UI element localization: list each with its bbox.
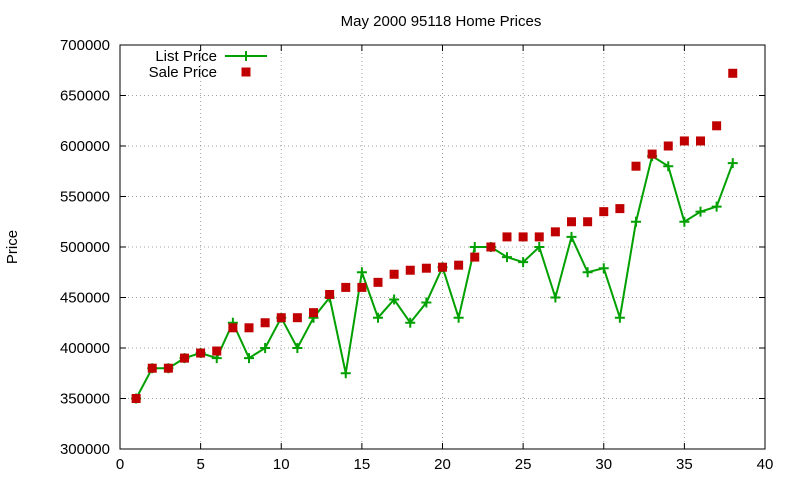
data-point bbox=[389, 294, 400, 305]
data-point bbox=[405, 317, 416, 328]
x-tick-label: 20 bbox=[434, 456, 451, 473]
series-sale-price bbox=[131, 68, 738, 403]
data-point bbox=[244, 353, 254, 364]
x-tick-label: 30 bbox=[595, 456, 612, 473]
data-point bbox=[502, 232, 512, 242]
data-point bbox=[518, 257, 529, 268]
data-point bbox=[631, 161, 641, 171]
x-tick-label: 10 bbox=[273, 456, 290, 473]
data-point bbox=[615, 204, 625, 214]
x-tick-label: 0 bbox=[116, 456, 124, 473]
data-point bbox=[309, 308, 318, 318]
grid bbox=[120, 45, 765, 449]
data-point bbox=[695, 206, 706, 217]
data-point bbox=[696, 136, 705, 146]
chart-title: May 2000 95118 Home Prices bbox=[341, 13, 542, 30]
y-tick-label: 500000 bbox=[60, 239, 110, 256]
data-point bbox=[147, 363, 157, 373]
data-point bbox=[325, 289, 335, 299]
data-point bbox=[583, 217, 593, 227]
y-tick-label: 600000 bbox=[60, 138, 110, 155]
data-point bbox=[599, 207, 609, 217]
legend-label: Sale Price bbox=[149, 64, 217, 81]
legend-marker bbox=[241, 67, 251, 77]
data-point bbox=[180, 353, 189, 363]
data-point bbox=[582, 267, 593, 278]
data-point bbox=[486, 242, 496, 252]
y-axis-label: Price bbox=[4, 230, 21, 264]
data-point bbox=[260, 343, 271, 353]
data-point bbox=[631, 216, 641, 227]
data-point bbox=[276, 313, 286, 323]
data-point bbox=[663, 141, 673, 151]
data-point bbox=[727, 158, 738, 169]
x-tick-label: 35 bbox=[676, 456, 693, 473]
data-point bbox=[598, 263, 609, 274]
data-point bbox=[679, 216, 690, 227]
x-tick-label: 5 bbox=[196, 456, 204, 473]
data-point bbox=[453, 312, 464, 323]
series-layer bbox=[131, 68, 738, 404]
data-point bbox=[614, 312, 625, 323]
data-point bbox=[663, 161, 674, 172]
axis-ticks: 300000 350000 400000 450000 500000 550000 6000… bbox=[60, 37, 773, 473]
data-point bbox=[421, 297, 432, 308]
y-tick-label: 400000 bbox=[60, 340, 110, 357]
data-point bbox=[292, 313, 302, 323]
data-point bbox=[518, 232, 528, 242]
data-point bbox=[357, 282, 367, 292]
data-point bbox=[244, 323, 254, 333]
data-point bbox=[131, 394, 141, 403]
data-point bbox=[356, 267, 367, 278]
y-tick-label: 350000 bbox=[60, 391, 110, 408]
y-tick-label: 450000 bbox=[60, 290, 110, 307]
data-point bbox=[405, 265, 415, 275]
y-tick-label: 300000 bbox=[60, 441, 110, 458]
data-point bbox=[292, 343, 303, 353]
data-point bbox=[421, 263, 431, 273]
legend-label: List Price bbox=[155, 48, 217, 65]
data-point bbox=[196, 348, 206, 358]
y-tick-label: 650000 bbox=[60, 88, 110, 105]
data-point bbox=[470, 252, 480, 262]
data-point bbox=[711, 201, 722, 212]
data-point bbox=[712, 121, 722, 131]
data-point bbox=[469, 242, 480, 252]
data-point bbox=[728, 68, 738, 78]
series-list-price bbox=[131, 151, 738, 404]
data-point bbox=[679, 136, 689, 146]
data-point bbox=[438, 262, 447, 272]
legend-marker bbox=[241, 51, 251, 61]
data-point bbox=[647, 149, 657, 159]
data-point bbox=[502, 252, 512, 263]
data-point bbox=[212, 346, 222, 356]
x-tick-label: 40 bbox=[757, 456, 774, 473]
data-point bbox=[550, 292, 561, 303]
data-point bbox=[534, 232, 544, 242]
data-point bbox=[260, 318, 270, 328]
data-point bbox=[389, 269, 399, 279]
data-point bbox=[534, 242, 545, 252]
data-point bbox=[163, 363, 173, 373]
data-point bbox=[341, 282, 351, 292]
data-point bbox=[373, 312, 383, 323]
data-point bbox=[228, 323, 238, 333]
y-tick-label: 550000 bbox=[60, 189, 110, 206]
data-point bbox=[340, 368, 351, 379]
series-line bbox=[135, 154, 734, 399]
data-point bbox=[550, 227, 560, 237]
data-point bbox=[454, 260, 464, 270]
x-tick-label: 25 bbox=[515, 456, 532, 473]
data-point bbox=[567, 217, 576, 227]
y-tick-label: 700000 bbox=[60, 37, 110, 54]
x-tick-label: 15 bbox=[354, 456, 371, 473]
data-point bbox=[373, 277, 383, 287]
data-point bbox=[566, 231, 577, 242]
